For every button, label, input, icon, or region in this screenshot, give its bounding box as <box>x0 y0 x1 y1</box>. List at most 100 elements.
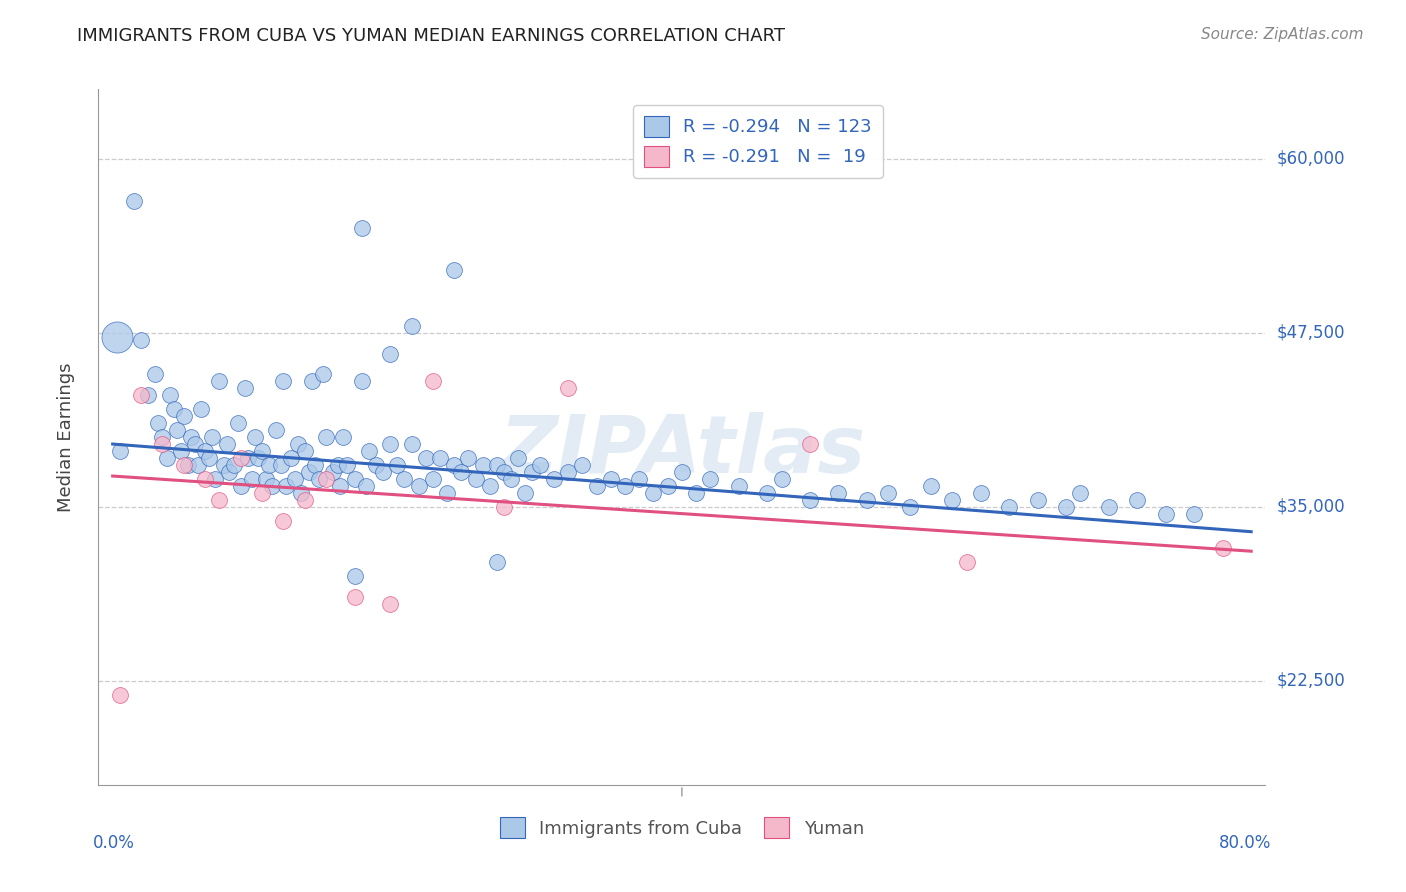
Point <box>184 437 207 451</box>
Legend: Immigrants from Cuba, Yuman: Immigrants from Cuba, Yuman <box>492 810 872 846</box>
Point <box>198 450 221 465</box>
Point <box>657 479 679 493</box>
Point <box>1054 500 1077 514</box>
Point <box>226 416 249 430</box>
Point <box>266 423 288 437</box>
Point <box>208 492 231 507</box>
Point <box>308 472 330 486</box>
Point <box>478 479 501 493</box>
Point <box>194 472 217 486</box>
Point <box>229 450 252 465</box>
Point <box>170 444 193 458</box>
Point <box>240 472 263 486</box>
Point <box>152 437 174 451</box>
Point <box>201 430 224 444</box>
Point <box>276 479 298 493</box>
Point <box>343 569 366 583</box>
Point <box>492 465 515 479</box>
Point <box>529 458 551 472</box>
Point <box>284 472 307 486</box>
Point <box>450 465 472 479</box>
Point <box>422 472 444 486</box>
Point <box>222 458 245 472</box>
Point <box>685 485 707 500</box>
Point <box>485 555 508 569</box>
Point <box>294 444 316 458</box>
Point <box>270 458 292 472</box>
Point <box>394 472 416 486</box>
Point <box>354 479 377 493</box>
Point <box>1154 507 1177 521</box>
Text: $22,500: $22,500 <box>1277 672 1346 690</box>
Point <box>350 375 373 389</box>
Text: 0.0%: 0.0% <box>93 834 135 852</box>
Point <box>326 458 349 472</box>
Point <box>290 485 312 500</box>
Point <box>1069 485 1091 500</box>
Point <box>501 472 523 486</box>
Point <box>364 458 387 472</box>
Point <box>322 465 344 479</box>
Point <box>315 430 337 444</box>
Point <box>208 375 231 389</box>
Point <box>173 458 195 472</box>
Point <box>194 444 217 458</box>
Point <box>148 416 170 430</box>
Point <box>1182 507 1205 521</box>
Point <box>250 444 273 458</box>
Point <box>415 450 437 465</box>
Point <box>294 492 316 507</box>
Point <box>920 479 942 493</box>
Point <box>343 472 366 486</box>
Point <box>315 472 337 486</box>
Point <box>770 472 793 486</box>
Text: 80.0%: 80.0% <box>1219 834 1271 852</box>
Point <box>671 465 693 479</box>
Point <box>329 479 352 493</box>
Point <box>508 450 530 465</box>
Point <box>371 465 394 479</box>
Point <box>357 444 380 458</box>
Point <box>522 465 544 479</box>
Point <box>350 221 373 235</box>
Point <box>557 381 579 395</box>
Point <box>273 514 295 528</box>
Point <box>122 194 145 208</box>
Point <box>332 430 354 444</box>
Point <box>280 450 302 465</box>
Point <box>166 423 188 437</box>
Point <box>287 437 309 451</box>
Point <box>557 465 579 479</box>
Point <box>180 430 202 444</box>
Point <box>443 458 465 472</box>
Point <box>387 458 409 472</box>
Text: $60,000: $60,000 <box>1277 150 1346 168</box>
Point <box>163 402 186 417</box>
Point <box>585 479 607 493</box>
Point <box>955 555 977 569</box>
Point <box>827 485 849 500</box>
Point <box>246 450 269 465</box>
Point <box>304 458 326 472</box>
Point <box>312 368 335 382</box>
Point <box>599 472 621 486</box>
Point <box>429 450 451 465</box>
Point <box>215 437 238 451</box>
Point <box>129 388 152 402</box>
Point <box>254 472 277 486</box>
Point <box>471 458 494 472</box>
Point <box>756 485 779 500</box>
Point <box>998 500 1021 514</box>
Point <box>571 458 593 472</box>
Text: ZIPAtlas: ZIPAtlas <box>499 412 865 490</box>
Point <box>614 479 637 493</box>
Point <box>543 472 565 486</box>
Point <box>187 458 209 472</box>
Point <box>515 485 537 500</box>
Point <box>1126 492 1149 507</box>
Point <box>250 485 273 500</box>
Point <box>436 485 458 500</box>
Point <box>152 430 174 444</box>
Point <box>408 479 430 493</box>
Y-axis label: Median Earnings: Median Earnings <box>56 362 75 512</box>
